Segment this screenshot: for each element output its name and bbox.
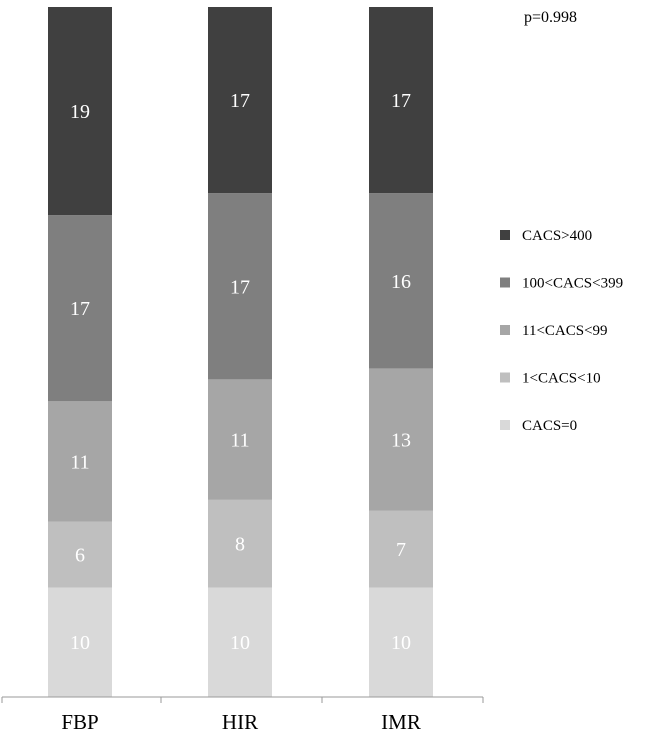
bar-segment-imr-1 [369, 510, 433, 588]
bar-segment-fbp-2 [48, 401, 112, 522]
bar-segment-fbp-1 [48, 521, 112, 588]
legend-label-0: CACS=0 [522, 418, 577, 434]
data-label-hir-3: 17 [230, 276, 250, 298]
legend: CACS>400 100<CACS<399 11<CACS<99 1<CACS<10 C… [500, 228, 623, 434]
bar-segment-hir-0 [208, 587, 272, 697]
data-label-fbp-4: 19 [70, 101, 90, 123]
legend-swatch-3 [500, 277, 510, 288]
legend-label-1: 1<CACS<10 [522, 371, 601, 387]
x-tick-label-imr: IMR [381, 710, 421, 734]
legend-label-3: 100<CACS<399 [522, 276, 623, 292]
legend-swatch-4 [500, 230, 510, 240]
data-label-fbp-0: 10 [70, 632, 90, 654]
legend-swatch-1 [500, 372, 510, 383]
data-label-hir-2: 11 [230, 430, 249, 452]
bar-segment-fbp-3 [48, 215, 112, 402]
bar-segment-hir-3 [208, 193, 272, 380]
data-label-imr-4: 17 [391, 90, 411, 112]
x-tick-label-fbp: FBP [61, 710, 98, 734]
bar-segment-imr-3 [369, 193, 433, 369]
data-label-fbp-1: 6 [75, 545, 85, 567]
bars-layer: 10 6 11 17 19 10 8 11 17 17 10 7 13 16 17 [48, 7, 433, 697]
data-label-imr-0: 10 [391, 632, 411, 654]
bar-segment-fbp-4 [48, 7, 112, 216]
bar-segment-hir-4 [208, 7, 272, 194]
data-label-hir-1: 8 [235, 534, 245, 556]
legend-label-4: CACS>400 [522, 228, 592, 244]
bar-segment-fbp-0 [48, 587, 112, 697]
data-label-hir-4: 17 [230, 90, 250, 112]
bar-segment-hir-1 [208, 499, 272, 588]
legend-swatch-2 [500, 325, 510, 335]
bar-segment-imr-0 [369, 587, 433, 697]
data-label-imr-2: 13 [391, 430, 411, 452]
legend-label-2: 11<CACS<99 [522, 323, 608, 339]
legend-swatch-0 [500, 420, 510, 430]
data-label-fbp-3: 17 [70, 298, 90, 320]
bar-segment-imr-2 [369, 368, 433, 511]
data-label-imr-3: 16 [391, 271, 411, 293]
data-label-imr-1: 7 [396, 539, 406, 561]
x-tick-label-hir: HIR [222, 710, 258, 734]
x-axis: FBP HIR IMR [1, 696, 484, 734]
bar-segment-imr-4 [369, 7, 433, 194]
data-label-fbp-2: 11 [70, 452, 89, 474]
bar-segment-hir-2 [208, 379, 272, 500]
data-label-hir-0: 10 [230, 632, 250, 654]
p-value-annotation: p=0.998 [524, 9, 577, 26]
